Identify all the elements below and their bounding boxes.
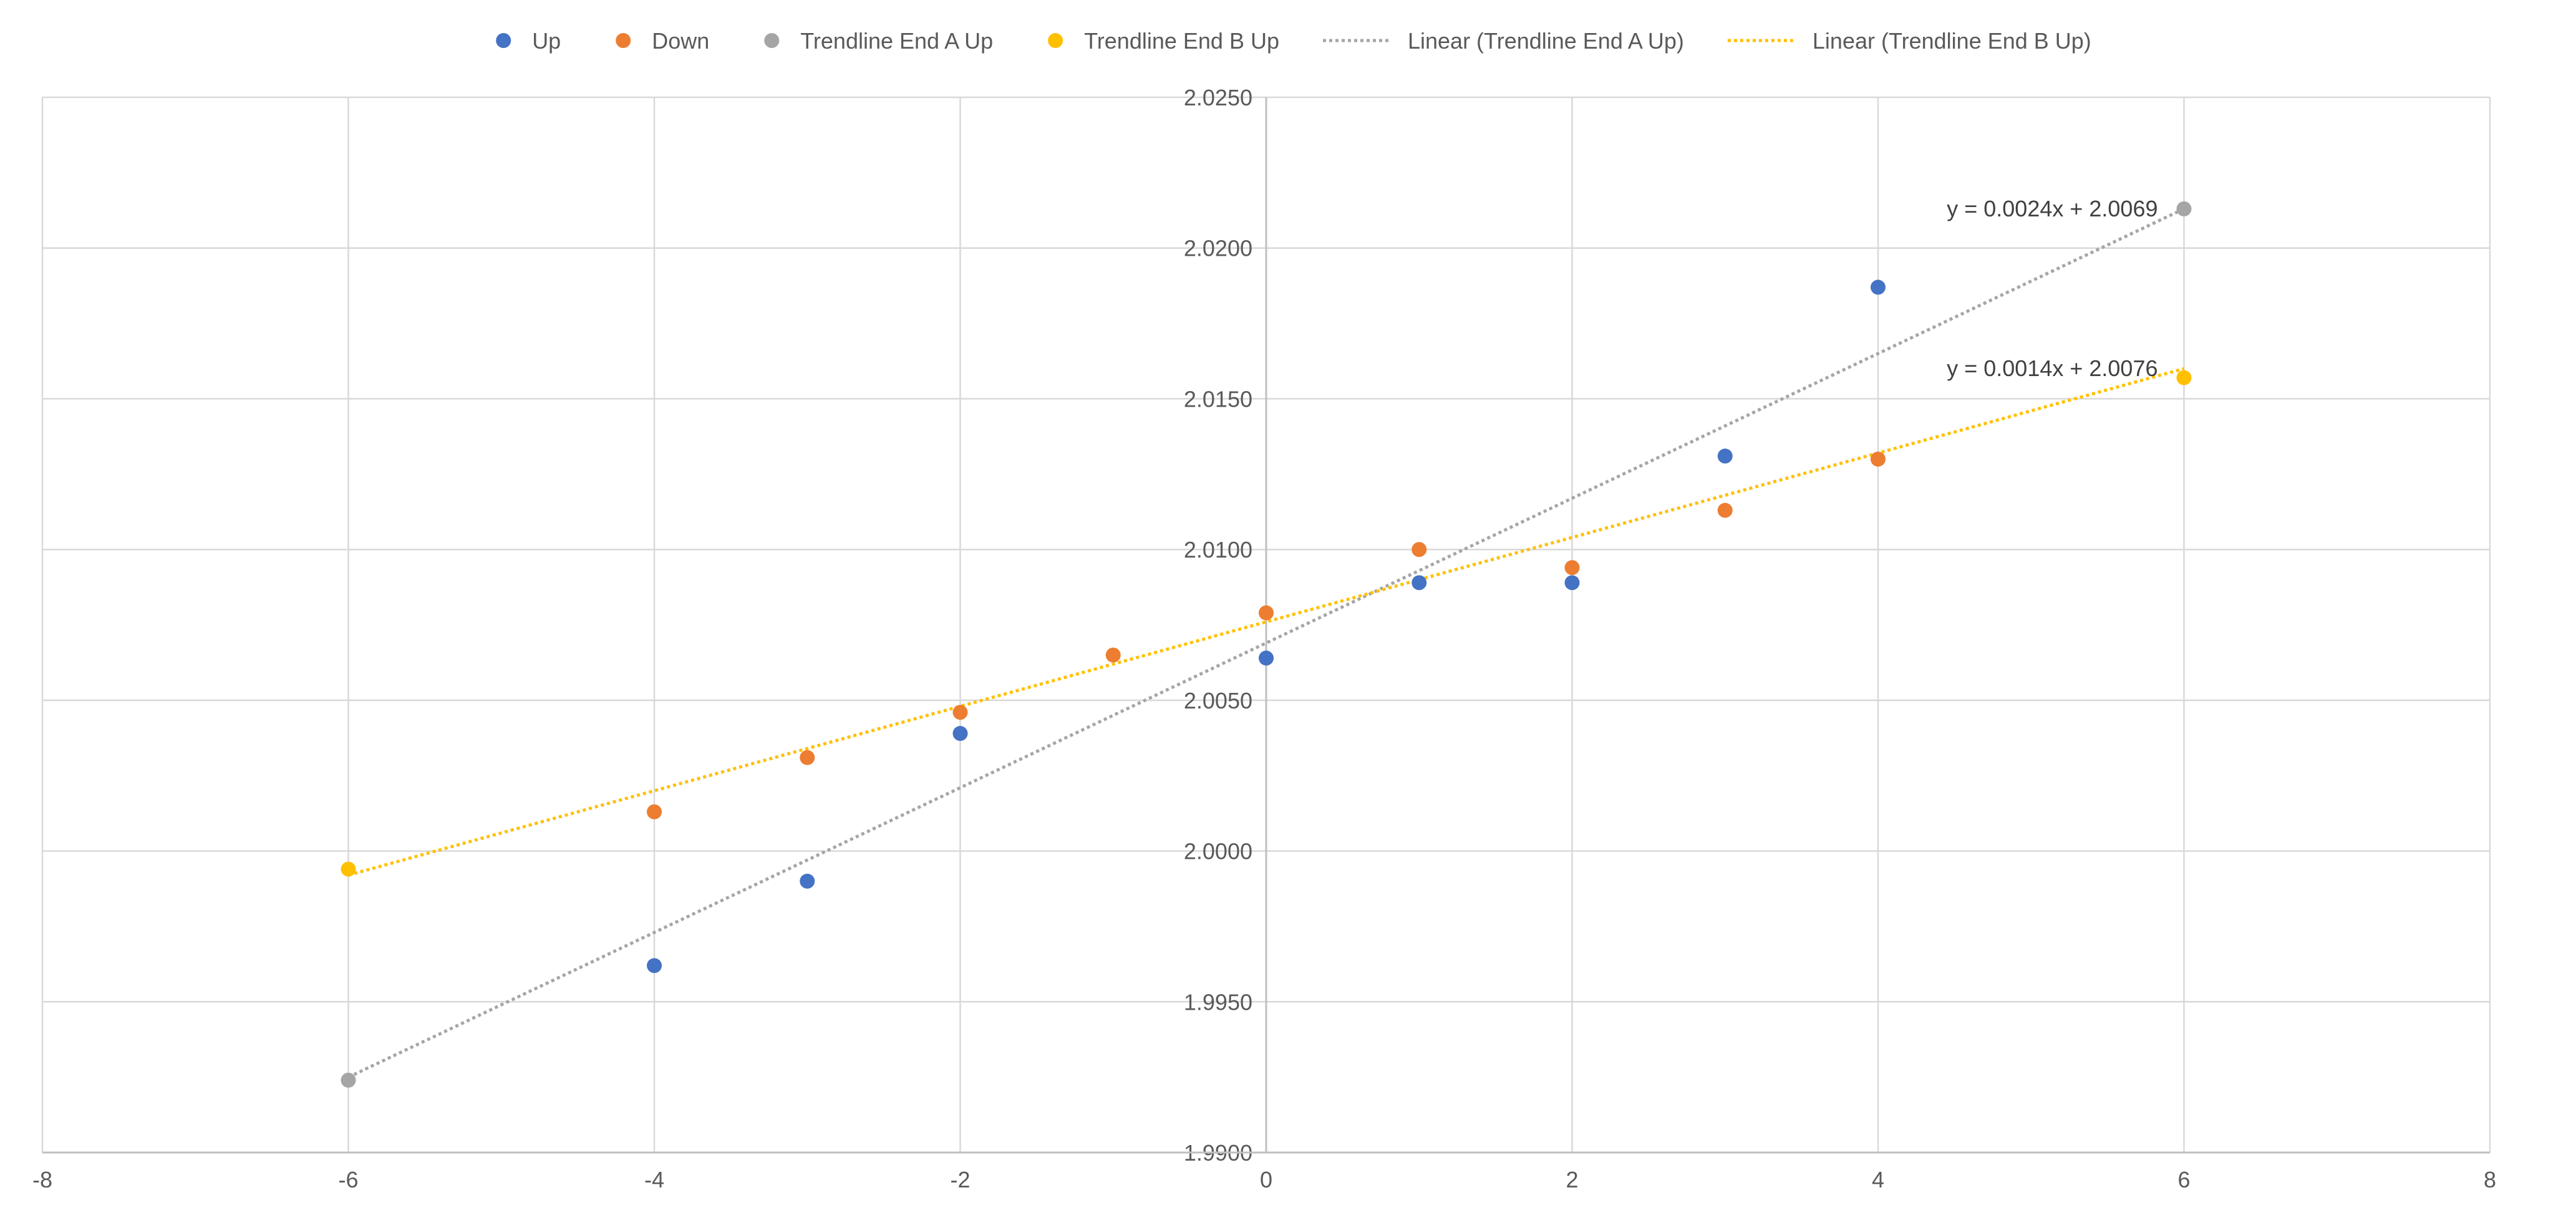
point-down [952, 705, 968, 720]
legend-label: Trendline End A Up [800, 28, 993, 54]
legend-label: Down [652, 28, 709, 54]
trendline-equation: y = 0.0014x + 2.0076 [1947, 355, 2157, 381]
y-tick-label: 2.0100 [1184, 537, 1252, 563]
legend-swatch [764, 33, 780, 48]
trendline-equation: y = 0.0024x + 2.0069 [1947, 196, 2157, 221]
point-down [800, 750, 815, 765]
x-tick-label: -2 [950, 1167, 970, 1192]
legend-item-up[interactable]: Up [496, 28, 561, 54]
point-up [1259, 650, 1274, 666]
point-up [1564, 575, 1580, 591]
trendline-linear-trendline-end-a-up- [347, 207, 2185, 1079]
legend-item-linear-trendline-end-b-up-[interactable]: Linear (Trendline End B Up) [1727, 28, 2091, 54]
point-down [647, 804, 662, 819]
point-up [1871, 279, 1886, 295]
point-up [647, 958, 662, 974]
axes: 1.99001.99502.00002.00502.01002.01502.02… [32, 85, 2496, 1192]
legend-swatch [1048, 33, 1063, 48]
point-up [800, 873, 815, 889]
legend-label: Linear (Trendline End B Up) [1813, 28, 2091, 54]
point-down [1411, 542, 1427, 558]
legend-item-linear-trendline-end-a-up-[interactable]: Linear (Trendline End A Up) [1322, 28, 1684, 54]
point-down [1105, 647, 1121, 663]
point-up [952, 726, 968, 742]
x-tick-label: 8 [2484, 1167, 2496, 1192]
y-tick-label: 1.9950 [1184, 989, 1252, 1015]
y-tick-label: 2.0050 [1184, 688, 1252, 713]
legend-item-down[interactable]: Down [616, 28, 709, 54]
point-down [1717, 503, 1733, 518]
x-tick-label: 6 [2177, 1167, 2190, 1192]
point-trendline-end-b-up [2176, 370, 2192, 385]
point-down [1871, 452, 1886, 467]
y-tick-label: 2.0250 [1184, 85, 1252, 110]
y-tick-label: 2.0150 [1184, 386, 1252, 412]
legend-label: Trendline End B Up [1084, 28, 1279, 54]
x-tick-label: -6 [338, 1167, 358, 1192]
x-tick-label: 4 [1872, 1167, 1884, 1192]
data-points [341, 201, 2192, 1088]
trendline-equations: y = 0.0024x + 2.0069 y = 0.0014x + 2.0076 [1947, 196, 2157, 381]
y-tick-label: 2.0200 [1184, 236, 1252, 261]
point-down [1259, 605, 1274, 621]
x-tick-label: -8 [32, 1167, 52, 1192]
point-down [1564, 560, 1580, 576]
point-trendline-end-b-up [341, 861, 356, 877]
legend-item-trendline-end-a-up[interactable]: Trendline End A Up [764, 28, 993, 54]
point-trendline-end-a-up [2176, 201, 2192, 216]
point-up [1411, 575, 1427, 591]
x-tick-label: 0 [1260, 1167, 1272, 1192]
legend: Up Down Trendline End A Up Trendline End B … [496, 28, 2091, 54]
legend-label: Linear (Trendline End A Up) [1408, 28, 1684, 54]
y-tick-label: 2.0000 [1184, 839, 1252, 864]
x-tick-label: 2 [1566, 1167, 1578, 1192]
legend-item-trendline-end-b-up[interactable]: Trendline End B Up [1048, 28, 1279, 54]
legend-label: Up [532, 28, 561, 54]
legend-swatch [496, 33, 511, 48]
point-trendline-end-a-up [341, 1072, 356, 1088]
legend-swatch [616, 33, 631, 48]
point-up [1717, 448, 1733, 464]
x-tick-label: -4 [644, 1167, 664, 1192]
